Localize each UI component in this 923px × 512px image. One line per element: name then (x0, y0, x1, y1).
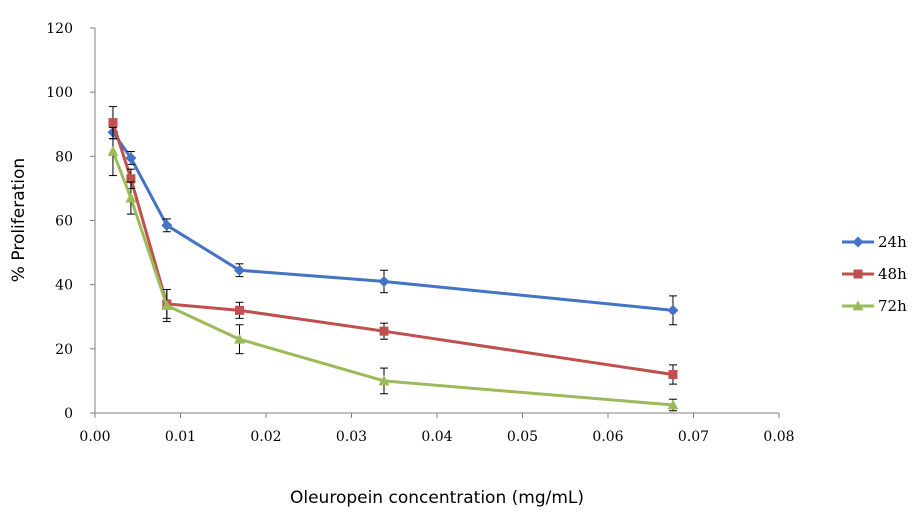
x-tick-label: 0.05 (507, 429, 538, 445)
legend-item-48h: 48h (842, 265, 907, 283)
x-ticks: 0.00 0.01 0.02 0.03 0.04 0.05 0.06 0.07 0.08 (79, 413, 795, 445)
y-ticks: 0 20 40 60 80 100 120 (46, 21, 95, 422)
series-72h (107, 126, 679, 412)
y-tick-label: 100 (46, 85, 73, 101)
x-tick-label: 0.03 (336, 429, 367, 445)
legend-item-72h: 72h (842, 297, 907, 315)
y-tick-label: 40 (55, 278, 73, 294)
data-point (161, 300, 173, 310)
data-point (668, 370, 678, 379)
legend-item-24h: 24h (842, 233, 907, 251)
x-tick-label: 0.00 (79, 429, 110, 445)
axes (94, 28, 779, 414)
data-point (378, 375, 390, 386)
x-tick-label: 0.01 (165, 429, 196, 445)
y-axis-title: % Proliferation (9, 158, 29, 282)
series-line (111, 150, 674, 407)
series-24h (107, 125, 679, 326)
series-48h (108, 106, 678, 385)
data-point (108, 118, 118, 128)
data-point (667, 399, 679, 410)
y-tick-label: 0 (64, 406, 73, 422)
y-tick-label: 20 (55, 342, 73, 358)
legend-marker (852, 300, 864, 311)
data-point (379, 326, 389, 336)
data-point (107, 146, 119, 156)
legend-label: 72h (878, 297, 907, 315)
x-tick-label: 0.07 (678, 429, 709, 445)
legend-label: 24h (878, 233, 907, 251)
data-point (125, 192, 137, 203)
series-layer (107, 106, 679, 412)
legend-label: 48h (878, 265, 907, 283)
y-tick-label: 80 (55, 149, 73, 165)
x-tick-label: 0.04 (421, 429, 452, 445)
x-tick-label: 0.08 (763, 429, 794, 445)
data-point (234, 305, 244, 315)
x-axis-title: Oleuropein concentration (mg/mL) (290, 488, 584, 508)
data-point (161, 219, 173, 231)
y-tick-label: 120 (46, 21, 73, 37)
legend-marker (852, 236, 864, 248)
legend: 24h 48h 72h (842, 233, 907, 315)
data-point (233, 264, 245, 276)
data-point (667, 304, 679, 316)
data-point (125, 152, 137, 164)
x-tick-label: 0.02 (250, 429, 281, 445)
series-line (111, 131, 674, 312)
data-point (233, 333, 245, 344)
x-tick-label: 0.06 (592, 429, 623, 445)
data-point (126, 174, 136, 184)
y-tick-label: 60 (55, 214, 73, 230)
data-point (378, 275, 390, 287)
legend-marker (853, 269, 863, 279)
series-line (111, 122, 674, 376)
